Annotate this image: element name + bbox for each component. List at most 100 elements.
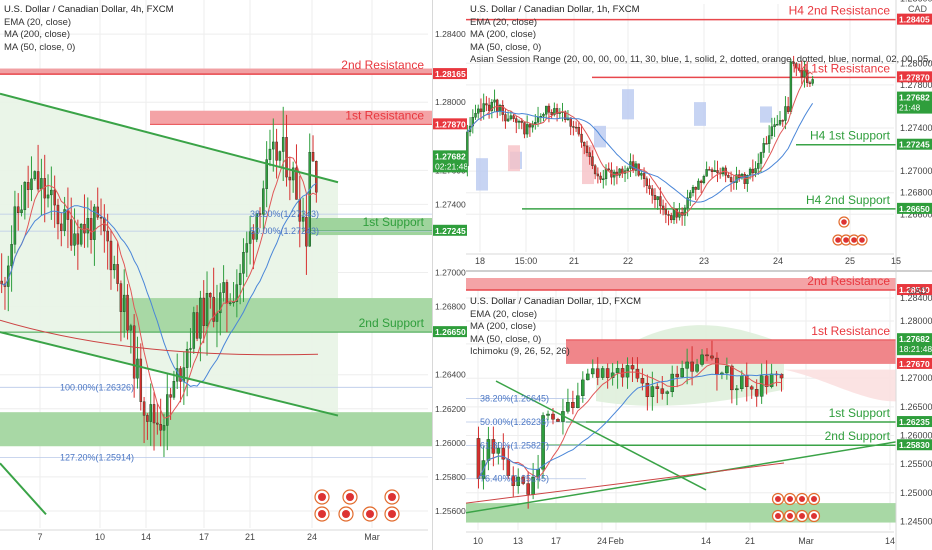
candle-body — [129, 325, 133, 331]
price-tag — [433, 224, 467, 236]
asian-session-box — [622, 89, 634, 120]
candle-body — [516, 476, 521, 486]
candle-body — [569, 117, 572, 127]
level-label-resist: H4 1st Resistance — [793, 61, 891, 75]
candle-body — [792, 61, 795, 64]
candle-body — [708, 169, 711, 171]
candle-body — [585, 145, 589, 153]
candle-body — [265, 159, 268, 189]
time-tick-label: 15 — [891, 256, 901, 266]
chart-1h-canvas: H4 2nd Resistance H4 1st Resistance H4 1st… — [466, 0, 932, 270]
price-tag-value: 1.26235 — [899, 417, 930, 427]
price-tag — [897, 284, 932, 296]
candle-body — [748, 168, 752, 176]
fib-label: 38.20%(1.27343) — [250, 209, 319, 219]
calendar-event-flag-dot — [787, 496, 793, 502]
candle-body — [311, 152, 315, 162]
candle-body — [642, 173, 646, 179]
candle-body — [553, 108, 556, 116]
candle-body — [581, 379, 585, 396]
candle-body — [757, 163, 760, 169]
candle-body — [667, 214, 670, 216]
candle-body — [308, 152, 311, 247]
candle-body — [695, 364, 699, 372]
candle-body — [615, 368, 620, 374]
candle-body — [571, 402, 575, 408]
price-tick-label: 1.27000 — [900, 373, 932, 383]
chart-4h-canvas: 2nd Resistance 1st Resistance 1st Support 2… — [0, 0, 432, 542]
support-zone-3 — [0, 412, 432, 447]
candle-body — [759, 375, 764, 397]
candle-body — [808, 82, 812, 84]
price-tag — [897, 416, 932, 428]
candle-body — [762, 143, 765, 153]
time-tick-label: 17 — [199, 532, 209, 542]
candle-body — [632, 161, 635, 171]
trend-line-down — [495, 380, 707, 491]
level-label-support: 1st Support — [829, 406, 891, 420]
candle-body — [781, 120, 784, 122]
candle-body — [482, 103, 485, 112]
candle-body — [739, 375, 744, 389]
candle-body — [645, 178, 648, 186]
price-tag-value: 1.27682 — [899, 93, 930, 103]
calendar-event-flag-dot — [346, 493, 354, 501]
price-tag — [897, 439, 932, 451]
candle-body — [185, 349, 189, 368]
candle-body — [576, 395, 580, 408]
candle-body — [618, 168, 621, 176]
chart-4h-legend: U.S. Dollar / Canadian Dollar, 4h, FXCM … — [4, 4, 173, 54]
time-tick-label: 21 — [245, 532, 255, 542]
calendar-event-flag-dot — [318, 510, 326, 518]
price-tag-value: 1.26650 — [435, 327, 466, 337]
candle-body — [729, 177, 733, 182]
candle-body — [599, 175, 602, 180]
candle-body — [710, 169, 714, 172]
candle-body — [192, 312, 196, 349]
candle-body — [784, 106, 787, 121]
price-tag — [897, 357, 932, 369]
calendar-event-flag-dot — [851, 237, 857, 243]
candle-body — [119, 283, 123, 312]
candle-body — [770, 126, 774, 136]
price-tick-label: 1.26500 — [900, 402, 932, 412]
time-tick-label: 24 — [307, 532, 317, 542]
candle-body — [471, 117, 474, 127]
time-tick-label: 10 — [473, 536, 483, 546]
resist-zone-1 — [150, 110, 432, 125]
candle-body — [63, 209, 66, 231]
candle-body — [222, 282, 225, 293]
fib-label: 61.80%(1.25827) — [480, 440, 549, 450]
ma200-line — [0, 319, 319, 356]
candle-body — [710, 355, 714, 359]
candle-body — [10, 244, 13, 267]
candle-body — [509, 115, 513, 120]
candle-body — [555, 108, 559, 114]
price-tick-label: 1.28000 — [900, 58, 932, 68]
panel-divider-vertical[interactable]: 1.284001.280001.276001.274001.270001.268… — [432, 0, 467, 550]
chart-1d-currency: CAD — [908, 286, 928, 296]
candle-body — [691, 187, 695, 193]
calendar-event-flag-dot — [342, 510, 350, 518]
candle-body — [727, 175, 730, 178]
candle-body — [725, 365, 729, 374]
support-zone-3 — [466, 503, 900, 523]
candle-body — [650, 386, 655, 397]
candle-body — [139, 358, 143, 402]
panel-divider-horizontal[interactable] — [466, 270, 932, 272]
price-tick-label: 1.26800 — [435, 302, 466, 312]
calendar-event-flag-dot — [859, 237, 865, 243]
price-tick-label: 1.26000 — [435, 438, 466, 448]
candle-body — [735, 388, 739, 391]
level-label-resist: 1st Resistance — [345, 108, 424, 122]
time-tick-label: 14 — [141, 532, 151, 542]
ema-line — [478, 363, 782, 479]
candle-body — [195, 312, 199, 339]
chart-1d-legend: U.S. Dollar / Canadian Dollar, 1D, FXCM … — [470, 296, 641, 359]
candle-body — [664, 209, 668, 215]
candle-body — [590, 368, 595, 375]
support-zone-2 — [120, 298, 432, 333]
candle-body — [43, 178, 46, 199]
candle-body — [779, 373, 784, 379]
chart-1h-currency: CAD — [908, 4, 928, 14]
